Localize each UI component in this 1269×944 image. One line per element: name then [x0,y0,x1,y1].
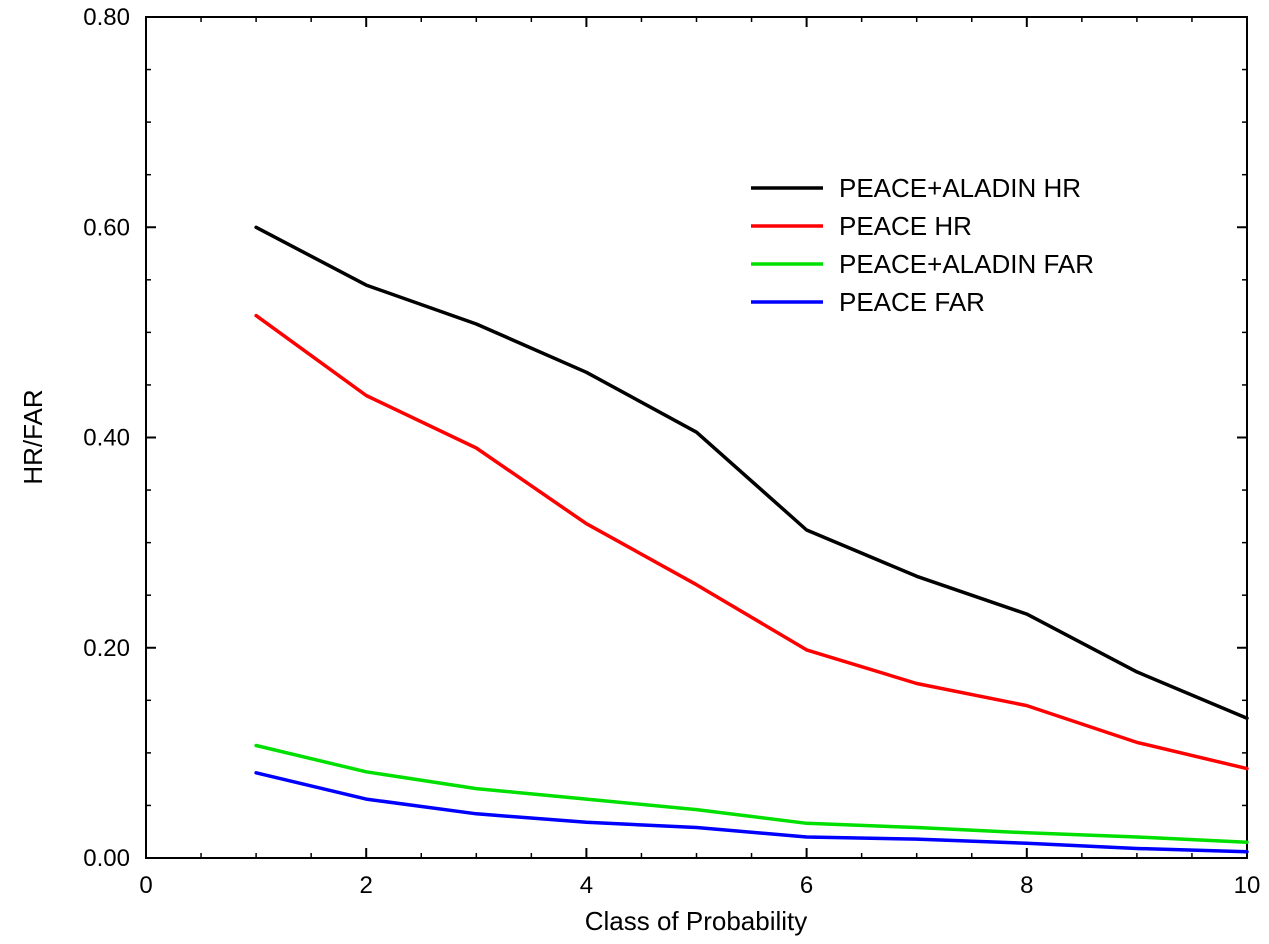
legend-label: PEACE HR [839,211,972,241]
x-tick-label: 6 [800,872,813,899]
legend-label: PEACE+ALADIN FAR [839,249,1094,279]
series-lines [254,225,1249,854]
x-tick-label: 0 [139,872,152,899]
minor-ticks [146,17,1247,858]
plot-area-frame [145,16,1248,859]
series-line-peace-aladin-hr [254,225,1249,720]
y-axis-title: HR/FAR [18,389,48,484]
y-tick-label: 0.80 [83,4,130,31]
y-tick-label: 0.40 [83,425,130,452]
x-tick-label: 10 [1234,872,1261,899]
legend-label: PEACE+ALADIN HR [839,173,1081,203]
y-tick-label: 0.00 [83,845,130,872]
y-tick-label: 0.60 [83,214,130,241]
legend: PEACE+ALADIN HR PEACE HR PEACE+ALADIN FAR P… [751,173,1094,317]
x-tick-label: 4 [580,872,593,899]
legend-label: PEACE FAR [839,287,985,317]
series-line-peace-hr [254,313,1249,771]
series-line-peace-far [254,771,1249,854]
x-tick-label: 2 [360,872,373,899]
series-line-peace-aladin-far [254,743,1249,844]
x-axis-tick-labels: 0 2 4 6 8 10 [139,872,1260,899]
x-tick-label: 8 [1020,872,1033,899]
major-ticks [145,16,1248,859]
y-axis-tick-labels: 0.00 0.20 0.40 0.60 0.80 [83,4,130,872]
y-tick-label: 0.20 [83,635,130,662]
x-axis-title: Class of Probability [585,906,808,936]
